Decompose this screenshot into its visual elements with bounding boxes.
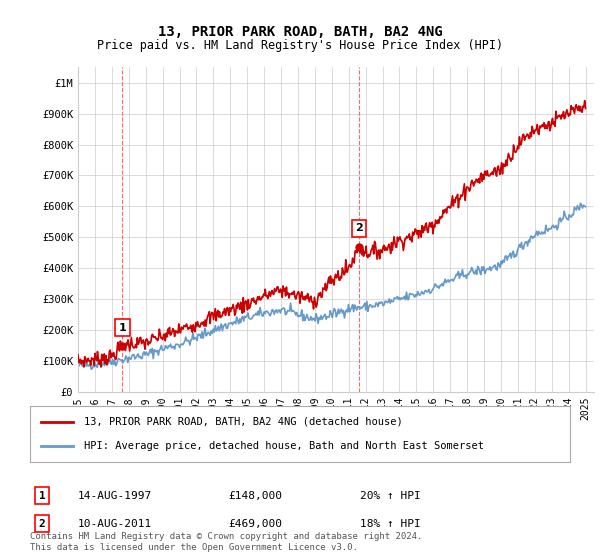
Text: 10-AUG-2011: 10-AUG-2011 [78, 519, 152, 529]
Text: Price paid vs. HM Land Registry's House Price Index (HPI): Price paid vs. HM Land Registry's House … [97, 39, 503, 52]
Text: 1: 1 [118, 323, 126, 333]
Text: 18% ↑ HPI: 18% ↑ HPI [360, 519, 421, 529]
Text: Contains HM Land Registry data © Crown copyright and database right 2024.
This d: Contains HM Land Registry data © Crown c… [30, 532, 422, 552]
Text: 2: 2 [38, 519, 46, 529]
Text: 13, PRIOR PARK ROAD, BATH, BA2 4NG (detached house): 13, PRIOR PARK ROAD, BATH, BA2 4NG (deta… [84, 417, 403, 427]
Text: £469,000: £469,000 [228, 519, 282, 529]
Text: 14-AUG-1997: 14-AUG-1997 [78, 491, 152, 501]
Text: HPI: Average price, detached house, Bath and North East Somerset: HPI: Average price, detached house, Bath… [84, 441, 484, 451]
Text: £148,000: £148,000 [228, 491, 282, 501]
Text: 13, PRIOR PARK ROAD, BATH, BA2 4NG: 13, PRIOR PARK ROAD, BATH, BA2 4NG [158, 25, 442, 39]
Text: 20% ↑ HPI: 20% ↑ HPI [360, 491, 421, 501]
Text: 1: 1 [38, 491, 46, 501]
Text: 2: 2 [355, 223, 363, 234]
